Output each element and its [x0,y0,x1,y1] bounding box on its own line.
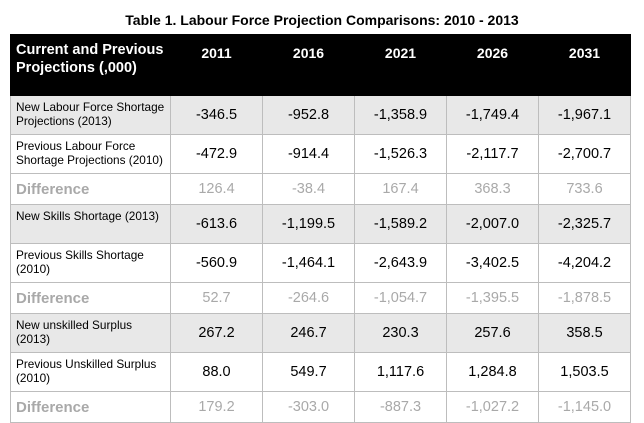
table-cell: -2,700.7 [538,134,631,174]
table-row: New Labour Force Shortage Projections (2… [10,95,631,135]
difference-row: Difference 126.4 -38.4 167.4 368.3 733.6 [10,173,631,205]
table-row: Previous Skills Shortage (2010) -560.9 -… [10,243,631,283]
table-cell: 1,117.6 [354,352,447,392]
table-cell: -346.5 [170,95,263,135]
difference-cell: -303.0 [262,391,355,423]
table-cell: -1,749.4 [446,95,539,135]
difference-cell: -38.4 [262,173,355,205]
header-lead-line1: Current and Previous [16,42,164,58]
header-year-2031: 2031 [538,34,631,96]
table-cell: -472.9 [170,134,263,174]
header-lead-cell: Current and Previous Projections (,000) [10,34,171,96]
row-label: New Labour Force Shortage Projections (2… [10,95,171,135]
difference-cell: -1,878.5 [538,282,631,314]
projection-table: Current and Previous Projections (,000) … [10,34,631,423]
row-label: Previous Unskilled Surplus (2010) [10,352,171,392]
table-cell: -3,402.5 [446,243,539,283]
table-cell: 1,284.8 [446,352,539,392]
table-row: Previous Unskilled Surplus (2010) 88.0 5… [10,352,631,392]
table-cell: -2,325.7 [538,204,631,244]
table-cell: 230.3 [354,313,447,353]
row-label: New Skills Shortage (2013) [10,204,171,244]
difference-label: Difference [10,391,171,423]
table-row: New Skills Shortage (2013) -613.6 -1,199… [10,204,631,244]
table-cell: 267.2 [170,313,263,353]
table-cell: -1,358.9 [354,95,447,135]
table-cell: -1,526.3 [354,134,447,174]
table-cell: -560.9 [170,243,263,283]
difference-cell: 126.4 [170,173,263,205]
table-cell: -1,967.1 [538,95,631,135]
table-cell: -1,199.5 [262,204,355,244]
table-cell: 88.0 [170,352,263,392]
difference-cell: -1,027.2 [446,391,539,423]
difference-cell: -1,145.0 [538,391,631,423]
table-cell: 246.7 [262,313,355,353]
difference-cell: -887.3 [354,391,447,423]
difference-cell: 52.7 [170,282,263,314]
table-cell: 549.7 [262,352,355,392]
table-row: New unskilled Surplus (2013) 267.2 246.7… [10,313,631,353]
header-year-2016: 2016 [262,34,355,96]
header-year-2011: 2011 [170,34,263,96]
table-cell: -914.4 [262,134,355,174]
table-cell: -613.6 [170,204,263,244]
row-label: Previous Skills Shortage (2010) [10,243,171,283]
difference-cell: 733.6 [538,173,631,205]
header-year-2021: 2021 [354,34,447,96]
difference-cell: -264.6 [262,282,355,314]
difference-cell: 368.3 [446,173,539,205]
table-row: Previous Labour Force Shortage Projectio… [10,134,631,174]
table-cell: 358.5 [538,313,631,353]
table-cell: 257.6 [446,313,539,353]
table-cell: -2,007.0 [446,204,539,244]
table-cell: -2,117.7 [446,134,539,174]
table-cell: -4,204.2 [538,243,631,283]
difference-cell: -1,054.7 [354,282,447,314]
difference-label: Difference [10,282,171,314]
table-cell: -2,643.9 [354,243,447,283]
header-year-2026: 2026 [446,34,539,96]
difference-cell: -1,395.5 [446,282,539,314]
table-cell: -952.8 [262,95,355,135]
difference-cell: 179.2 [170,391,263,423]
header-row: Current and Previous Projections (,000) … [10,34,631,96]
table-caption: Table 1. Labour Force Projection Compari… [125,12,519,28]
table-cell: -1,589.2 [354,204,447,244]
difference-cell: 167.4 [354,173,447,205]
difference-row: Difference 179.2 -303.0 -887.3 -1,027.2 … [10,391,631,423]
row-label: New unskilled Surplus (2013) [10,313,171,353]
table-cell: -1,464.1 [262,243,355,283]
difference-row: Difference 52.7 -264.6 -1,054.7 -1,395.5… [10,282,631,314]
row-label: Previous Labour Force Shortage Projectio… [10,134,171,174]
difference-label: Difference [10,173,171,205]
table-cell: 1,503.5 [538,352,631,392]
header-lead-line2: Projections (,000) [16,60,137,76]
